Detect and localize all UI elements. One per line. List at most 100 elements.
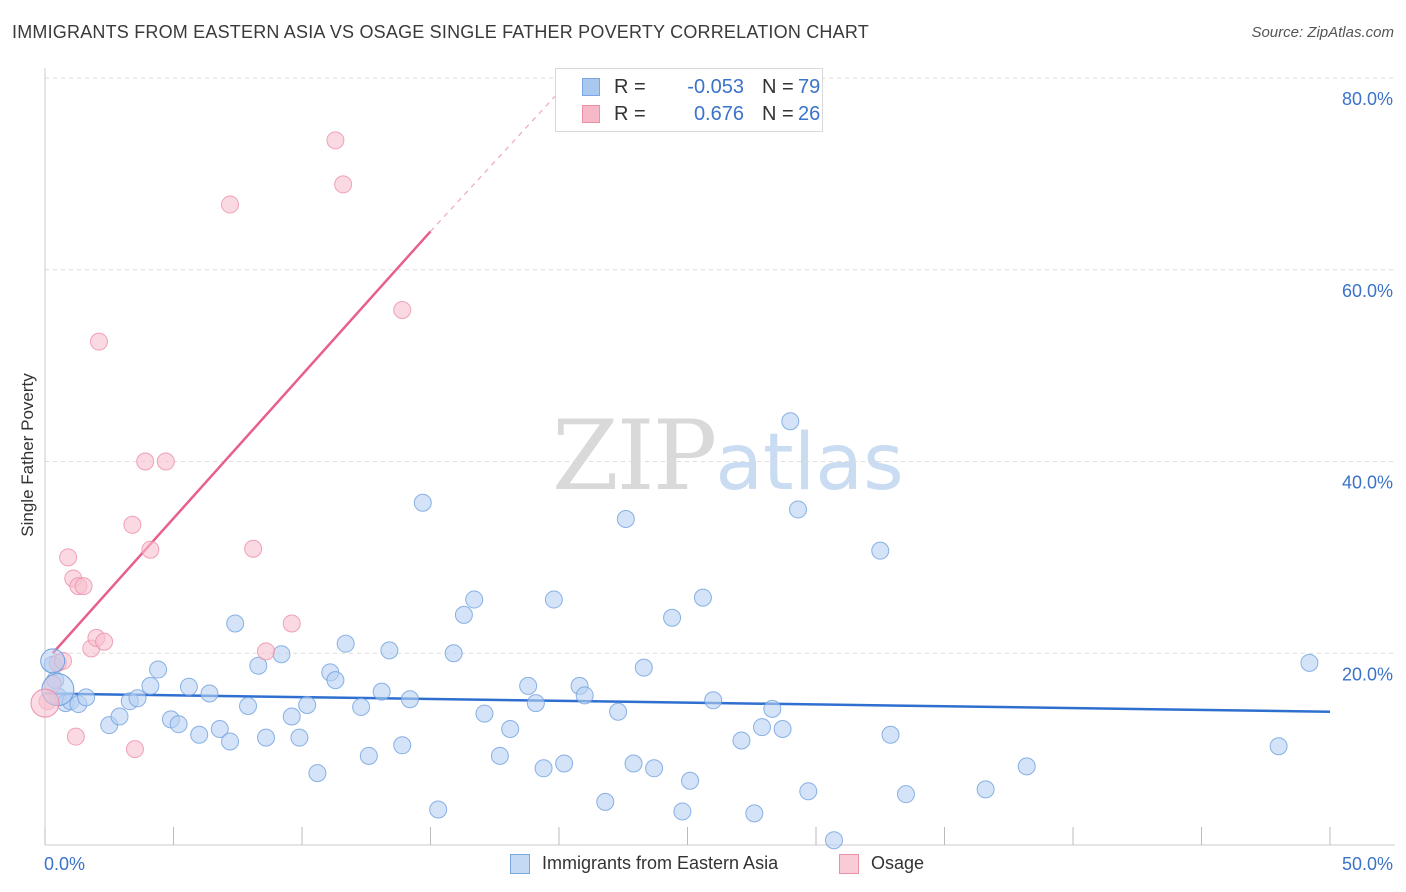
data-point-osage bbox=[136, 452, 155, 471]
data-point-eastern-asia bbox=[290, 728, 309, 747]
data-point-eastern-asia bbox=[526, 694, 545, 713]
legend-swatch-osage bbox=[582, 105, 600, 123]
data-point-eastern-asia bbox=[454, 605, 473, 624]
data-point-eastern-asia bbox=[693, 588, 712, 607]
legend-n-label: N = bbox=[762, 103, 794, 125]
x-tick-label: 50.0% bbox=[1342, 854, 1393, 874]
data-point-eastern-asia bbox=[781, 412, 800, 431]
data-point-eastern-asia bbox=[544, 590, 563, 609]
data-point-eastern-asia bbox=[1017, 757, 1036, 776]
data-point-eastern-asia bbox=[704, 691, 723, 710]
data-point-eastern-asia bbox=[871, 541, 890, 560]
legend-swatch-eastern-asia bbox=[510, 854, 530, 874]
data-point-eastern-asia bbox=[110, 707, 129, 726]
data-point-eastern-asia bbox=[681, 771, 700, 790]
data-point-osage bbox=[66, 727, 85, 746]
data-point-osage bbox=[89, 332, 108, 351]
trend-line-osage bbox=[51, 230, 432, 655]
y-tick-labels: 20.0% 40.0% 60.0% 80.0% bbox=[1342, 89, 1393, 684]
data-point-eastern-asia bbox=[372, 682, 391, 701]
legend-swatch-osage bbox=[839, 854, 859, 874]
y-tick-label: 40.0% bbox=[1342, 473, 1393, 493]
data-point-eastern-asia bbox=[77, 688, 96, 707]
data-point-eastern-asia bbox=[128, 689, 147, 708]
data-point-eastern-asia bbox=[1300, 653, 1319, 672]
legend-r-label: R = bbox=[614, 76, 646, 98]
data-point-eastern-asia bbox=[282, 707, 301, 726]
data-point-eastern-asia bbox=[609, 702, 628, 721]
data-point-eastern-asia bbox=[575, 686, 594, 705]
x-tick-labels: 0.0% 50.0% bbox=[44, 854, 1393, 874]
data-point-osage bbox=[123, 515, 142, 534]
data-point-eastern-asia bbox=[896, 785, 915, 804]
data-point-osage bbox=[257, 642, 276, 661]
data-point-eastern-asia bbox=[475, 704, 494, 723]
legend-r-value: 0.676 bbox=[693, 103, 744, 125]
y-tick-label: 80.0% bbox=[1342, 89, 1393, 109]
watermark-atlas: atlas bbox=[715, 418, 904, 508]
data-point-eastern-asia bbox=[352, 697, 371, 716]
data-point-eastern-asia bbox=[210, 719, 229, 738]
y-axis-label: Single Father Poverty bbox=[18, 373, 37, 537]
data-point-eastern-asia bbox=[616, 510, 635, 529]
data-point-eastern-asia bbox=[789, 500, 808, 519]
data-point-eastern-asia bbox=[272, 645, 291, 664]
data-point-eastern-asia bbox=[200, 684, 219, 703]
data-point-eastern-asia bbox=[465, 590, 484, 609]
data-point-eastern-asia bbox=[824, 831, 843, 850]
watermark-zip: ZIP bbox=[552, 400, 717, 512]
correlation-legend: R = -0.053 N = 79 R = 0.676 N = 26 bbox=[555, 68, 823, 132]
data-point-osage bbox=[326, 131, 345, 150]
data-point-osage bbox=[141, 540, 160, 559]
data-point-eastern-asia bbox=[663, 608, 682, 627]
data-point-osage bbox=[334, 175, 353, 194]
data-point-osage bbox=[59, 548, 78, 567]
data-point-eastern-asia bbox=[534, 759, 553, 778]
data-point-osage bbox=[282, 614, 301, 633]
y-tick-label: 60.0% bbox=[1342, 281, 1393, 301]
data-point-eastern-asia bbox=[380, 641, 399, 660]
data-point-eastern-asia bbox=[519, 676, 538, 695]
axes bbox=[44, 68, 1395, 846]
data-point-eastern-asia bbox=[596, 792, 615, 811]
data-point-eastern-asia bbox=[763, 699, 782, 718]
data-point-eastern-asia bbox=[249, 656, 268, 675]
data-point-eastern-asia bbox=[141, 676, 160, 695]
data-point-eastern-asia bbox=[336, 634, 355, 653]
data-point-eastern-asia bbox=[190, 725, 209, 744]
legend-swatch-eastern-asia bbox=[582, 78, 600, 96]
data-point-eastern-asia bbox=[40, 648, 66, 674]
data-point-eastern-asia bbox=[179, 677, 198, 696]
data-point-eastern-asia bbox=[490, 746, 509, 765]
data-point-eastern-asia bbox=[1269, 737, 1288, 756]
data-point-eastern-asia bbox=[732, 731, 751, 750]
legend-r-value: -0.053 bbox=[687, 76, 744, 98]
data-point-eastern-asia bbox=[169, 715, 188, 734]
data-point-eastern-asia bbox=[257, 728, 276, 747]
data-point-eastern-asia bbox=[745, 804, 764, 823]
data-point-osage bbox=[125, 740, 144, 759]
legend-n-label: N = bbox=[762, 76, 794, 98]
legend-n-value: 79 bbox=[798, 76, 821, 98]
legend-r-label: R = bbox=[614, 103, 646, 125]
trend-lines bbox=[44, 77, 1331, 713]
data-point-eastern-asia bbox=[413, 493, 432, 512]
data-point-eastern-asia bbox=[308, 764, 327, 783]
series-legend: Immigrants from Eastern Asia Osage bbox=[0, 852, 1406, 878]
data-point-eastern-asia bbox=[393, 736, 412, 755]
data-point-osage bbox=[95, 632, 114, 651]
legend-label-osage: Osage bbox=[871, 853, 925, 873]
data-point-eastern-asia bbox=[429, 800, 448, 819]
data-point-eastern-asia bbox=[359, 746, 378, 765]
chart-title: IMMIGRANTS FROM EASTERN ASIA VS OSAGE SI… bbox=[12, 22, 869, 42]
data-point-eastern-asia bbox=[326, 671, 345, 690]
data-point-eastern-asia bbox=[773, 719, 792, 738]
trend-line-eastern-asia bbox=[44, 692, 1331, 713]
data-point-eastern-asia bbox=[799, 782, 818, 801]
source-attribution: Source: ZipAtlas.com bbox=[1251, 24, 1394, 41]
data-point-eastern-asia bbox=[976, 780, 995, 799]
data-point-eastern-asia bbox=[444, 644, 463, 663]
data-point-eastern-asia bbox=[881, 725, 900, 744]
data-point-eastern-asia bbox=[239, 696, 258, 715]
